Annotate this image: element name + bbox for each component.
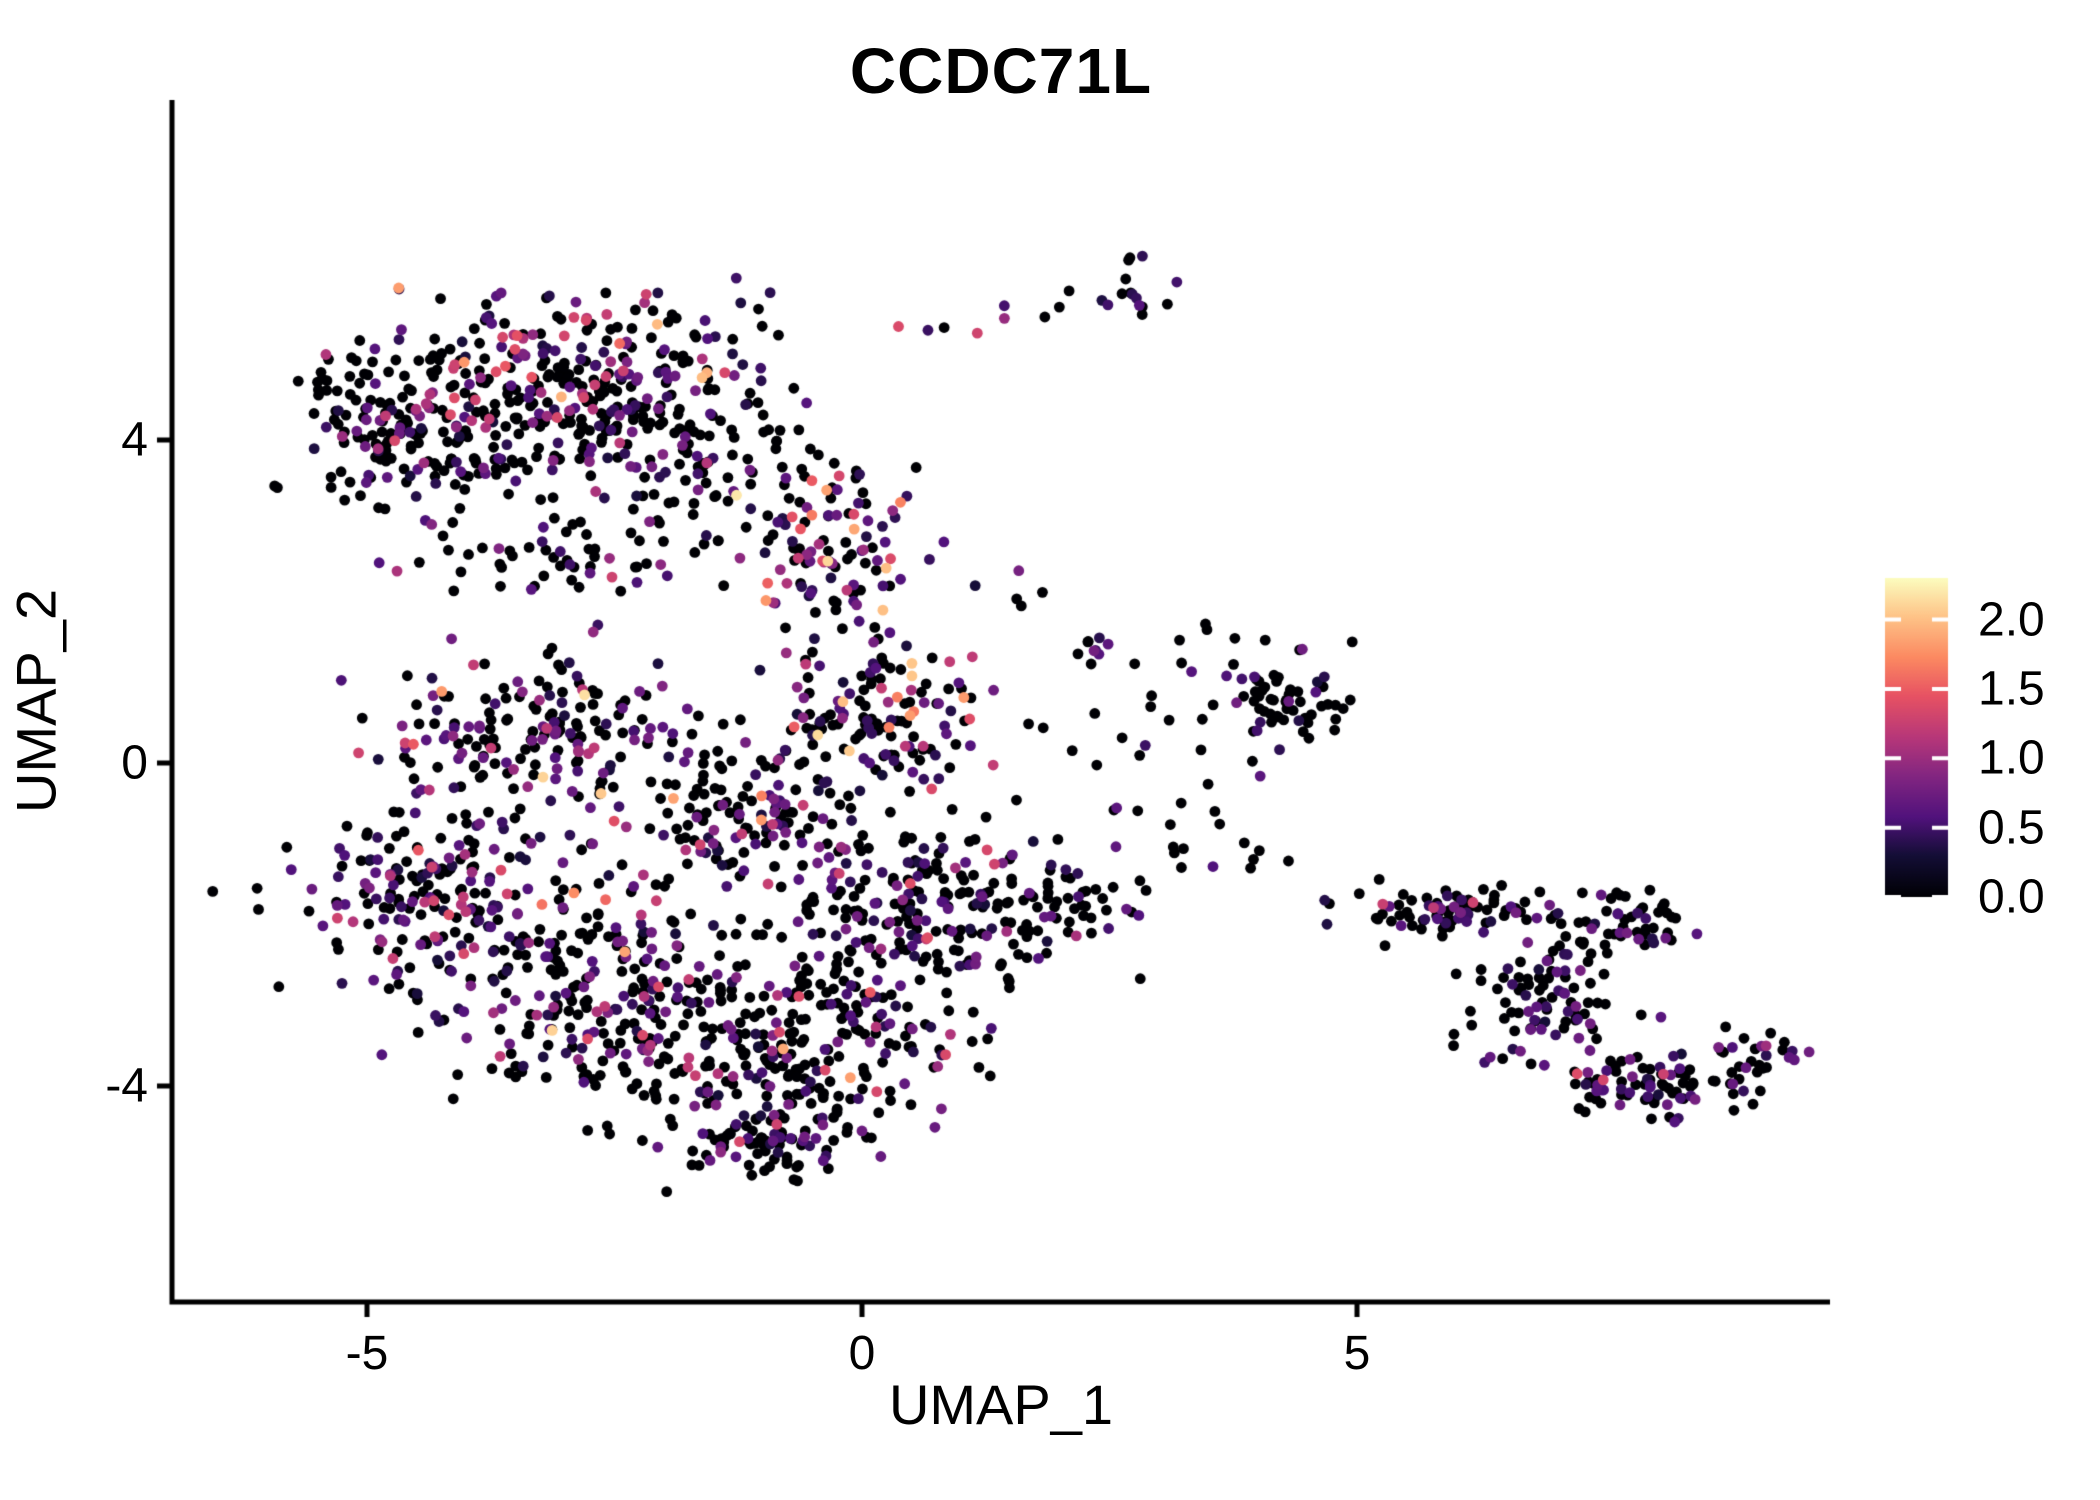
legend-tick-label: 0.0 [1978,870,2045,924]
y-tick-label: 4 [121,413,148,467]
y-tick-label: -4 [105,1059,148,1113]
legend-tick-label: 1.5 [1978,662,2045,716]
y-tick-label: 0 [121,736,148,790]
legend-tick-label: 1.0 [1978,731,2045,785]
legend-tick-label: 2.0 [1978,593,2045,647]
plot-title: CCDC71L [849,35,1153,107]
legend-tick-label: 0.5 [1978,801,2045,855]
x-axis-title: UMAP_1 [888,1373,1114,1436]
x-tick-label: 5 [1343,1327,1371,1380]
y-axis-title: UMAP_2 [4,588,68,814]
x-tick-label: -5 [345,1327,389,1380]
x-tick-label: 0 [848,1327,876,1380]
